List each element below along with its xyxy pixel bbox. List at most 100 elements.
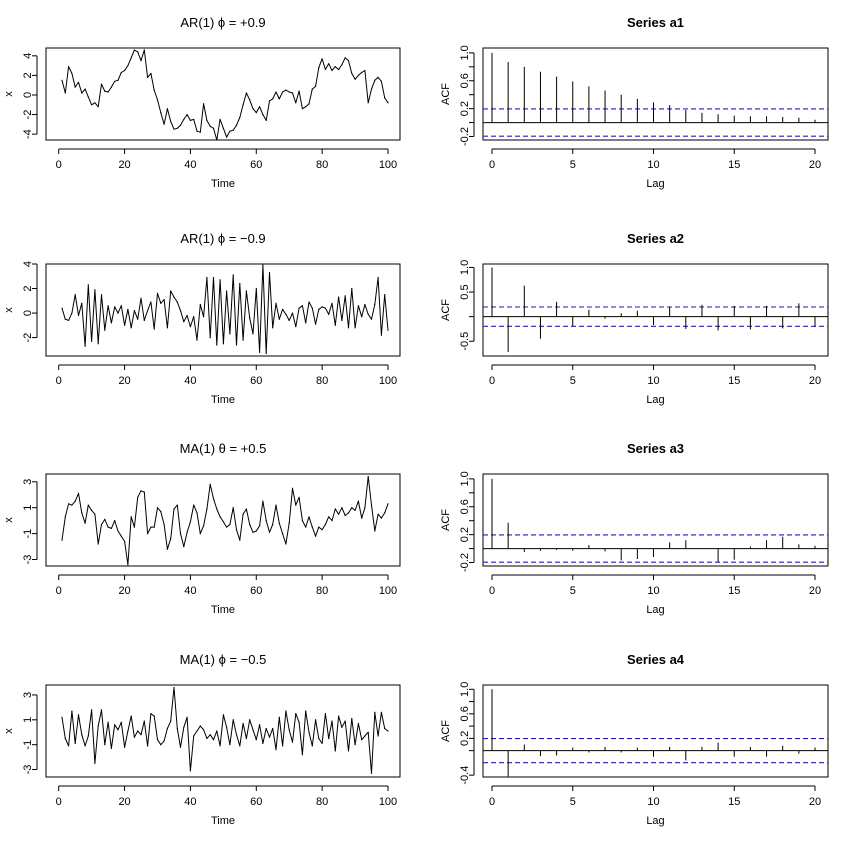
data-point bbox=[364, 303, 366, 306]
data-point bbox=[298, 90, 300, 92]
data-point bbox=[68, 745, 70, 747]
plot-frame bbox=[45, 684, 401, 778]
data-point bbox=[235, 344, 238, 346]
data-point bbox=[199, 303, 201, 306]
data-point bbox=[104, 744, 106, 746]
data-point bbox=[334, 66, 336, 68]
y-tick-label: 1.0 bbox=[459, 682, 471, 697]
data-point bbox=[100, 294, 103, 296]
data-point bbox=[104, 518, 106, 521]
chart-title: Series a2 bbox=[627, 231, 684, 246]
y-tick-label: -0.4 bbox=[459, 766, 471, 785]
y-tick-label: -0.5 bbox=[459, 332, 471, 351]
data-point bbox=[216, 508, 218, 510]
data-point bbox=[206, 276, 208, 279]
data-point bbox=[196, 339, 198, 341]
data-point bbox=[81, 92, 83, 94]
data-point bbox=[160, 302, 162, 304]
data-point bbox=[120, 305, 122, 307]
panel-acf-plot-3: Series a3 0 5 10 15 20 Lag -0.2 0.2 0.6 1.0 ACF bbox=[440, 441, 829, 616]
data-point bbox=[328, 737, 330, 740]
data-point bbox=[203, 103, 205, 105]
data-point bbox=[308, 516, 310, 518]
data-point bbox=[295, 326, 297, 328]
x-tick-label: 0 bbox=[56, 796, 62, 808]
data-point bbox=[97, 543, 99, 545]
data-point bbox=[351, 72, 353, 74]
plot-frame bbox=[482, 47, 829, 141]
data-point bbox=[156, 507, 159, 509]
x-tick-label: 10 bbox=[647, 375, 659, 387]
data-point bbox=[377, 76, 379, 78]
data-point bbox=[311, 88, 313, 90]
data-point bbox=[239, 539, 241, 541]
y-tick-label: 0.6 bbox=[459, 706, 471, 721]
x-tick-label: 5 bbox=[570, 375, 576, 387]
data-point bbox=[143, 720, 145, 722]
data-point bbox=[344, 57, 346, 59]
panel-acf-plot-2: Series a2 0 5 10 15 20 Lag -0.5 0.5 1.0 ACF bbox=[440, 231, 829, 406]
data-point bbox=[114, 80, 116, 82]
data-point bbox=[186, 716, 188, 718]
data-point bbox=[351, 507, 353, 509]
data-point bbox=[127, 65, 129, 67]
data-point bbox=[334, 508, 336, 510]
data-point bbox=[127, 730, 129, 732]
data-point bbox=[255, 112, 257, 114]
data-point bbox=[203, 729, 205, 731]
series-line bbox=[61, 264, 389, 354]
data-point bbox=[308, 301, 310, 303]
data-point bbox=[212, 498, 215, 500]
data-point bbox=[328, 516, 330, 518]
data-point bbox=[354, 509, 356, 511]
data-point bbox=[130, 715, 132, 717]
data-point bbox=[143, 49, 145, 51]
x-tick-label: 60 bbox=[250, 375, 262, 387]
data-point bbox=[64, 516, 66, 518]
y-tick-label: 0.2 bbox=[459, 731, 471, 746]
data-point bbox=[380, 517, 382, 519]
data-point bbox=[308, 731, 310, 733]
data-point bbox=[351, 287, 353, 290]
data-point bbox=[245, 290, 247, 292]
x-axis-label: Time bbox=[211, 815, 235, 827]
x-axis-label: Time bbox=[211, 178, 235, 190]
data-point bbox=[245, 92, 247, 94]
x-tick-label: 10 bbox=[647, 796, 659, 808]
data-point bbox=[176, 727, 178, 730]
series-line bbox=[61, 687, 389, 774]
x-axis-label: Lag bbox=[646, 604, 664, 616]
x-tick-label: 20 bbox=[809, 585, 821, 597]
x-tick-label: 20 bbox=[118, 375, 130, 387]
data-point bbox=[354, 78, 356, 80]
data-point bbox=[259, 106, 261, 108]
data-point bbox=[278, 98, 280, 100]
y-tick-label: 1 bbox=[22, 505, 34, 511]
x-tick-label: 60 bbox=[250, 585, 262, 597]
data-point bbox=[364, 735, 366, 737]
data-point bbox=[117, 530, 119, 532]
plot-frame bbox=[482, 473, 829, 567]
data-point bbox=[324, 68, 326, 71]
data-point bbox=[219, 118, 221, 120]
data-point bbox=[179, 124, 182, 126]
y-tick-label: 1.0 bbox=[459, 260, 471, 275]
data-point bbox=[127, 564, 129, 566]
data-point bbox=[377, 513, 379, 515]
y-tick-label: -2 bbox=[22, 333, 34, 343]
data-point bbox=[130, 327, 132, 329]
data-point bbox=[318, 526, 320, 528]
x-tick-label: 100 bbox=[379, 585, 397, 597]
chart-title: MA(1) ϕ = −0.5 bbox=[180, 652, 267, 667]
x-tick-label: 80 bbox=[316, 159, 328, 171]
data-point bbox=[229, 744, 231, 746]
data-point bbox=[232, 129, 234, 131]
data-point bbox=[163, 740, 165, 742]
data-point bbox=[97, 725, 99, 727]
data-point bbox=[242, 722, 244, 725]
data-point bbox=[147, 76, 149, 78]
data-point bbox=[170, 538, 172, 540]
data-point bbox=[137, 730, 139, 732]
data-point bbox=[272, 327, 274, 329]
data-point bbox=[170, 120, 172, 122]
